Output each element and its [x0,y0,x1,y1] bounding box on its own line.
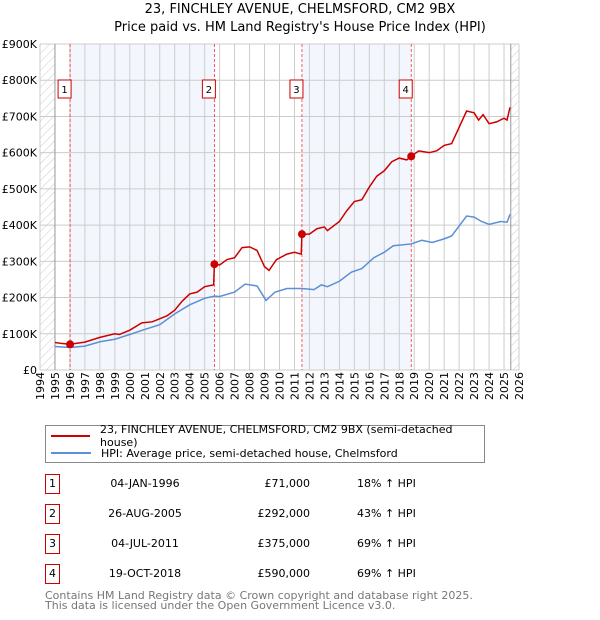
sale-date: 26-AUG-2005 [108,507,182,520]
legend: 23, FINCHLEY AVENUE, CHELMSFORD, CM2 9BX… [45,423,485,463]
sale-label: 3 [293,85,299,96]
legend-item-hpi: HPI: Average price, semi-detached house,… [51,445,398,461]
x-tick-label: 2006 [214,372,227,400]
x-tick-label: 2018 [393,372,406,400]
hpi-line [54,213,511,349]
x-tick-label: 2004 [184,372,197,400]
sale-date: 19-OCT-2018 [108,567,182,580]
sale-date: 04-JUL-2011 [111,537,179,550]
sale-point [210,260,219,269]
x-tick-label: 2013 [318,372,331,400]
x-tick-label: 2020 [423,372,436,400]
legend-label: HPI: Average price, semi-detached house,… [101,446,398,460]
sale-row: 4 19-OCT-2018 £590,000 69% ↑ HPI [45,564,465,584]
shaded-period [70,44,215,370]
x-tick-label: 2019 [408,372,421,400]
sale-label: 2 [206,85,212,96]
x-tick-label: 2021 [438,372,451,400]
sale-hpi-change: 69% ↑ HPI [357,567,416,580]
sale-date: 04-JAN-1996 [110,477,180,490]
sale-price: £71,000 [264,477,311,490]
x-tick-label: 1996 [64,372,77,400]
x-tick-label: 2016 [363,372,376,400]
x-tick-label: 1998 [94,372,107,400]
sale-label: 4 [403,85,409,96]
x-tick-label: 2010 [274,372,287,400]
x-tick-label: 2007 [229,372,242,400]
sale-number: 2 [45,504,60,524]
x-tick-label: 2003 [169,372,182,400]
sale-number: 3 [45,534,60,554]
sale-point [297,230,306,239]
sale-label-box [289,79,304,99]
sale-price: £292,000 [257,507,311,520]
x-tick-label: 2015 [348,372,361,400]
x-tick-label: 2026 [513,372,526,400]
sale-hpi-change: 18% ↑ HPI [357,477,416,490]
x-tick-label: 2000 [124,372,137,400]
x-tick-label: 2012 [303,372,316,400]
sale-price: £590,000 [257,567,311,580]
hatch-left [40,44,55,370]
sale-hpi-change: 69% ↑ HPI [357,537,416,550]
sale-point [66,340,75,349]
price-chart: 1994 1995 1996 1997 1998 1999 2000 2001 2002 2003… [2,38,526,400]
x-tick-label: 1997 [79,372,92,400]
y-tick-label: £200K [2,292,38,305]
y-tick-label: £100K [2,328,38,341]
sale-label-box [201,79,216,99]
sale-label-box [398,79,413,99]
legend-swatch-blue [51,452,91,454]
x-tick-label: 2008 [244,372,257,400]
x-tick-label: 2009 [259,372,272,400]
chart-title: 23, FINCHLEY AVENUE, CHELMSFORD, CM2 9BX [144,2,456,17]
footer-line-1: Contains HM Land Registry data © Crown c… [45,589,473,602]
x-tick-label: 1999 [109,372,122,400]
sale-number: 4 [45,564,60,584]
sale-number: 1 [45,474,60,494]
sale-row: 2 26-AUG-2005 £292,000 43% ↑ HPI [45,504,465,524]
y-tick-label: £300K [2,255,38,268]
chart-subtitle: Price paid vs. HM Land Registry's House … [114,20,486,35]
y-tick-label: £700K [2,110,38,123]
x-tick-label: 2022 [453,372,466,400]
x-tick-label: 2017 [378,372,391,400]
sale-label-box [57,79,72,99]
sale-hpi-change: 43% ↑ HPI [357,507,416,520]
x-tick-label: 2014 [333,372,346,400]
y-tick-label: £500K [2,183,38,196]
y-tick-label: £400K [2,219,38,232]
x-tick-label: 2011 [288,372,301,400]
legend-item-property: 23, FINCHLEY AVENUE, CHELMSFORD, CM2 9BX… [51,423,484,449]
x-tick-label: 2025 [498,372,511,400]
x-tick-label: 2023 [468,372,481,400]
x-tick-label: 2002 [154,372,167,400]
hatch-right [510,44,519,370]
sale-price: £375,000 [257,537,311,550]
y-tick-label: £600K [2,147,38,160]
sale-row: 3 04-JUL-2011 £375,000 69% ↑ HPI [45,534,465,554]
y-tick-label: £0 [23,364,37,377]
footer-line-2: This data is licensed under the Open Gov… [45,599,396,612]
x-tick-label: 2005 [199,372,212,400]
sale-point [407,152,416,161]
x-tick-label: 1994 [34,372,47,400]
legend-swatch-red [51,435,91,437]
sale-row: 1 04-JAN-1996 £71,000 18% ↑ HPI [45,474,465,494]
sale-label: 1 [61,85,67,96]
x-tick-label: 1995 [49,372,62,400]
y-tick-label: £900K [2,38,38,51]
x-tick-label: 2001 [139,372,152,400]
legend-label: 23, FINCHLEY AVENUE, CHELMSFORD, CM2 9BX… [100,423,453,449]
y-tick-label: £800K [2,74,38,87]
x-tick-label: 2024 [483,372,496,400]
shaded-period [301,44,412,370]
